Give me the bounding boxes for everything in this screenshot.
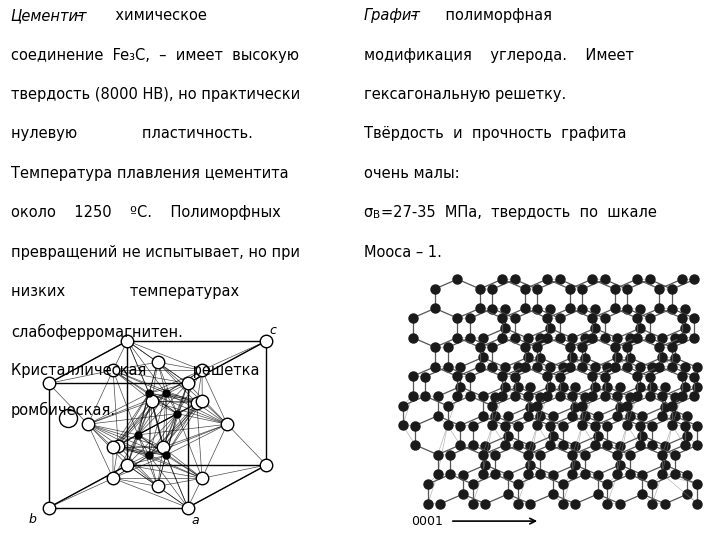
Text: Твёрдость  и  прочность  графита: Твёрдость и прочность графита xyxy=(364,126,626,141)
Text: –       химическое: – химическое xyxy=(71,8,207,23)
Text: превращений не испытывает, но при: превращений не испытывает, но при xyxy=(11,245,300,260)
Text: ромбическая.: ромбическая. xyxy=(11,402,116,418)
Text: Кристаллическая          решетка: Кристаллическая решетка xyxy=(11,363,259,378)
Text: низких              температурах: низких температурах xyxy=(11,284,239,299)
Text: модификация    углерода.    Имеет: модификация углерода. Имеет xyxy=(364,48,634,63)
Text: нулевую              пластичность.: нулевую пластичность. xyxy=(11,126,253,141)
Text: соединение  Fe₃C,  –  имеет  высокую: соединение Fe₃C, – имеет высокую xyxy=(11,48,299,63)
Text: c: c xyxy=(270,324,276,337)
Text: 0001: 0001 xyxy=(411,515,443,528)
Text: a: a xyxy=(192,514,199,528)
Text: гексагональную решетку.: гексагональную решетку. xyxy=(364,87,566,102)
Text: σ: σ xyxy=(364,205,373,220)
Text: Графит: Графит xyxy=(364,8,420,23)
Text: Температура плавления цементита: Температура плавления цементита xyxy=(11,166,289,181)
Text: Цементит: Цементит xyxy=(11,8,87,23)
Text: слабоферромагнитен.: слабоферромагнитен. xyxy=(11,323,183,340)
Text: очень малы:: очень малы: xyxy=(364,166,459,181)
Text: В: В xyxy=(373,210,380,220)
Text: твердость (8000 НВ), но практически: твердость (8000 НВ), но практически xyxy=(11,87,300,102)
Text: b: b xyxy=(29,513,37,526)
Text: =27-35  МПа,  твердость  по  шкале: =27-35 МПа, твердость по шкале xyxy=(381,205,657,220)
Text: около    1250    ºC.    Полиморфных: около 1250 ºC. Полиморфных xyxy=(11,205,281,220)
Text: Мооса – 1.: Мооса – 1. xyxy=(364,245,441,260)
Text: –      полиморфная: – полиморфная xyxy=(401,8,552,23)
